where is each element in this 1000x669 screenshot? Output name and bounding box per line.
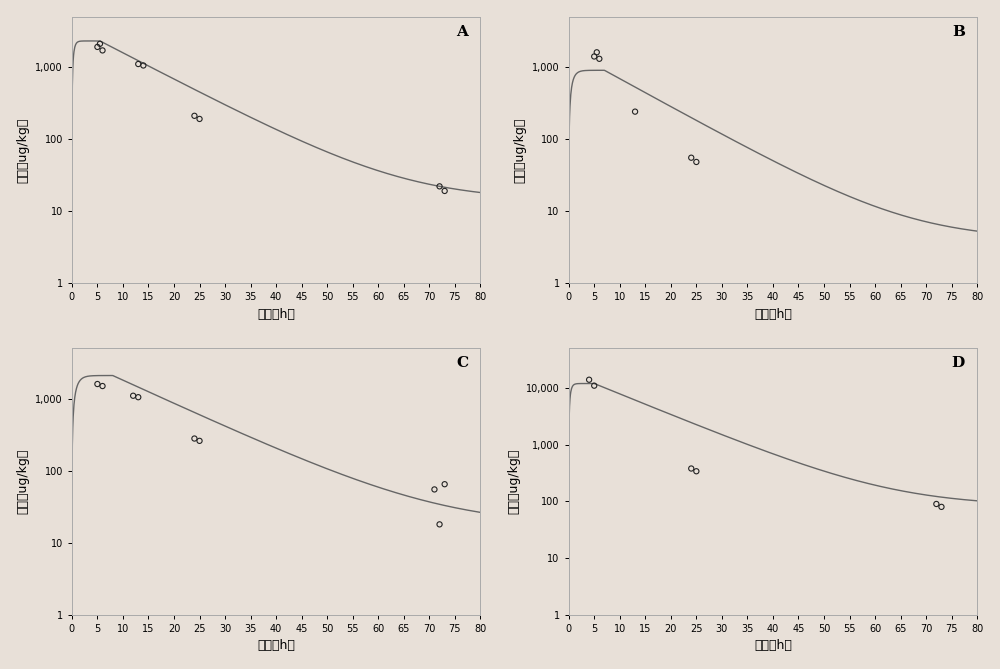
Point [586, 380, 602, 391]
Point [192, 436, 208, 446]
Point [627, 106, 643, 117]
Point [591, 54, 607, 64]
Text: A: A [456, 25, 468, 39]
X-axis label: 时间（h）: 时间（h） [754, 308, 792, 320]
Point [186, 110, 202, 121]
Point [586, 51, 602, 62]
Point [130, 59, 146, 70]
Point [933, 502, 949, 512]
Point [130, 392, 146, 403]
Point [135, 60, 151, 71]
Point [426, 484, 442, 495]
Point [89, 41, 105, 52]
Point [589, 47, 605, 58]
Point [437, 479, 453, 490]
Point [688, 157, 704, 167]
Point [95, 45, 111, 56]
Point [432, 519, 448, 530]
Point [581, 375, 597, 385]
Text: B: B [952, 25, 965, 39]
Point [125, 391, 141, 401]
Y-axis label: 浓度（ug/kg）: 浓度（ug/kg） [17, 449, 30, 514]
X-axis label: 时间（h）: 时间（h） [754, 640, 792, 652]
Point [688, 466, 704, 476]
Point [928, 498, 944, 509]
Point [437, 185, 453, 196]
Text: D: D [952, 357, 965, 371]
X-axis label: 时间（h）: 时间（h） [257, 640, 295, 652]
Y-axis label: 浓度（ug/kg）: 浓度（ug/kg） [507, 449, 520, 514]
Point [683, 153, 699, 163]
Point [192, 114, 208, 124]
Point [95, 381, 111, 391]
Text: C: C [456, 357, 468, 371]
Point [432, 181, 448, 192]
Point [186, 434, 202, 444]
Point [92, 38, 108, 49]
Y-axis label: 浓度（ug/kg）: 浓度（ug/kg） [17, 117, 30, 183]
Y-axis label: 浓度（ug/kg）: 浓度（ug/kg） [513, 117, 526, 183]
Point [683, 463, 699, 474]
X-axis label: 时间（h）: 时间（h） [257, 308, 295, 320]
Point [89, 379, 105, 389]
